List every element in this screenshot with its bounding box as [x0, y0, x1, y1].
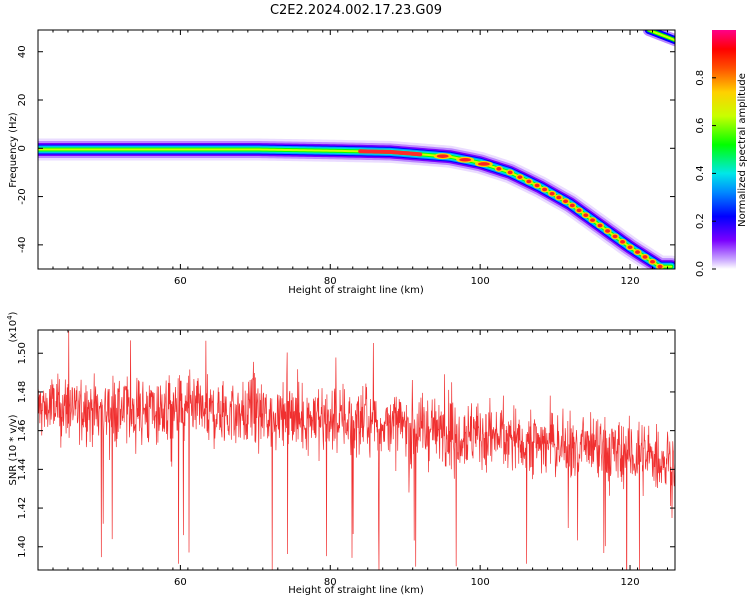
spectrogram-panel: 60 80 100 120 40 20 0 -20 -40 Height of straight…: [8, 29, 676, 296]
ridge-bead-core: [549, 191, 555, 196]
ridge-bead-core: [542, 187, 548, 192]
ridge-bead-core: [576, 208, 582, 213]
ridge-bead-core: [507, 170, 513, 175]
spectrogram-xtick-label: 120: [620, 276, 639, 287]
snr-ytick-label: 1.40: [17, 536, 28, 558]
snr-xtick-label: 60: [174, 577, 187, 588]
spectrogram-xlabel: Height of straight line (km): [288, 285, 424, 296]
colorbar-tick-label: 0.8: [695, 70, 706, 86]
spectrogram-ytick-label: -40: [17, 237, 28, 253]
colorbar-ticks: 0.0 0.2 0.4 0.6 0.8: [695, 70, 716, 277]
ridge-bead-core: [436, 154, 449, 158]
ridge-bead-core: [657, 264, 663, 269]
snr-xtick-label: 100: [471, 577, 490, 588]
ridge-bead-core: [517, 175, 523, 179]
figure-title: C2E2.2024.002.17.23.G09: [270, 3, 442, 18]
ridge-bead-core: [620, 240, 626, 244]
spectral-ridge: [38, 30, 675, 269]
ridge-bead-core: [627, 245, 633, 250]
ridge-bead-core: [590, 218, 596, 222]
snr-frame: [37, 329, 676, 571]
ridge-bead-core: [477, 162, 490, 166]
ridge-bead-core: [534, 183, 540, 188]
spectrogram-ytick-label: 20: [17, 94, 28, 107]
colorbar-tick-label: 0.0: [695, 261, 706, 277]
spectrogram-xtick-label: 100: [471, 276, 490, 287]
snr-multiplier-base: (x10: [8, 320, 19, 343]
snr-multiplier: (x104): [6, 311, 19, 342]
ridge-bead-core: [650, 259, 656, 264]
colorbar: 0.0 0.2 0.4 0.6 0.8 Normalized spectral ampl…: [695, 30, 748, 277]
spectrogram-ytick-label: 0: [17, 145, 28, 151]
svg-text:(x104): (x104): [6, 311, 19, 342]
snr-series-line: [38, 331, 675, 570]
ridge-bead-core: [556, 195, 562, 200]
snr-xtick-label: 120: [620, 577, 639, 588]
ridge-band-7: [38, 148, 673, 268]
spectrogram-xtick-label: 80: [324, 276, 337, 287]
ridge-bead-core: [526, 179, 532, 184]
ridge-bead-core: [496, 167, 502, 171]
spectrogram-ticks: 60 80 100 120 40 20 0 -20 -40: [17, 30, 675, 287]
ridge-bead-core: [459, 157, 472, 162]
snr-ytick-label: 1.42: [17, 497, 28, 519]
ridge-bead-core: [597, 223, 603, 228]
ridge-bead-core: [605, 229, 611, 233]
snr-ylabel: SNR (10 * v/v): [8, 414, 19, 485]
spectrogram-ylabel: Frequency (Hz): [8, 112, 19, 188]
ridge-alias-3: [647, 30, 675, 42]
snr-ytick-label: 1.44: [17, 458, 28, 480]
spectrogram-ytick-label: 40: [17, 45, 28, 58]
snr-ytick-label: 1.46: [17, 420, 28, 442]
colorbar-gradient: [712, 30, 736, 269]
ridge-bead-core: [583, 213, 589, 218]
ridge-bead-core: [642, 255, 648, 259]
ridge-bead-core: [569, 203, 575, 208]
colorbar-tick-label: 0.2: [695, 213, 706, 229]
snr-panel: 60 80 100 120 1.50 1.48 1.46 1.44 1.42 1.40 Heigh…: [6, 311, 676, 596]
spectrogram-ytick-label: -20: [17, 188, 28, 204]
colorbar-tick-label: 0.4: [695, 165, 706, 181]
ridge-bead-core: [635, 250, 641, 254]
snr-multiplier-exp: 4: [6, 315, 14, 320]
ridge-peak-core: [358, 149, 423, 157]
snr-ytick-label: 1.48: [17, 381, 28, 403]
ridge-bead-core: [612, 234, 618, 239]
snr-xtick-label: 80: [324, 577, 337, 588]
snr-xlabel: Height of straight line (km): [288, 585, 424, 596]
ridge-bead-core: [563, 199, 569, 204]
snr-ytick-label: 1.50: [17, 342, 28, 364]
spectrogram-frame: [37, 29, 676, 270]
colorbar-tick-label: 0.6: [695, 118, 706, 134]
colorbar-label: Normalized spectral amplitude: [737, 73, 748, 227]
snr-ticks: 60 80 100 120 1.50 1.48 1.46 1.44 1.42 1.40: [17, 330, 675, 588]
spectrogram-xtick-label: 60: [174, 276, 187, 287]
